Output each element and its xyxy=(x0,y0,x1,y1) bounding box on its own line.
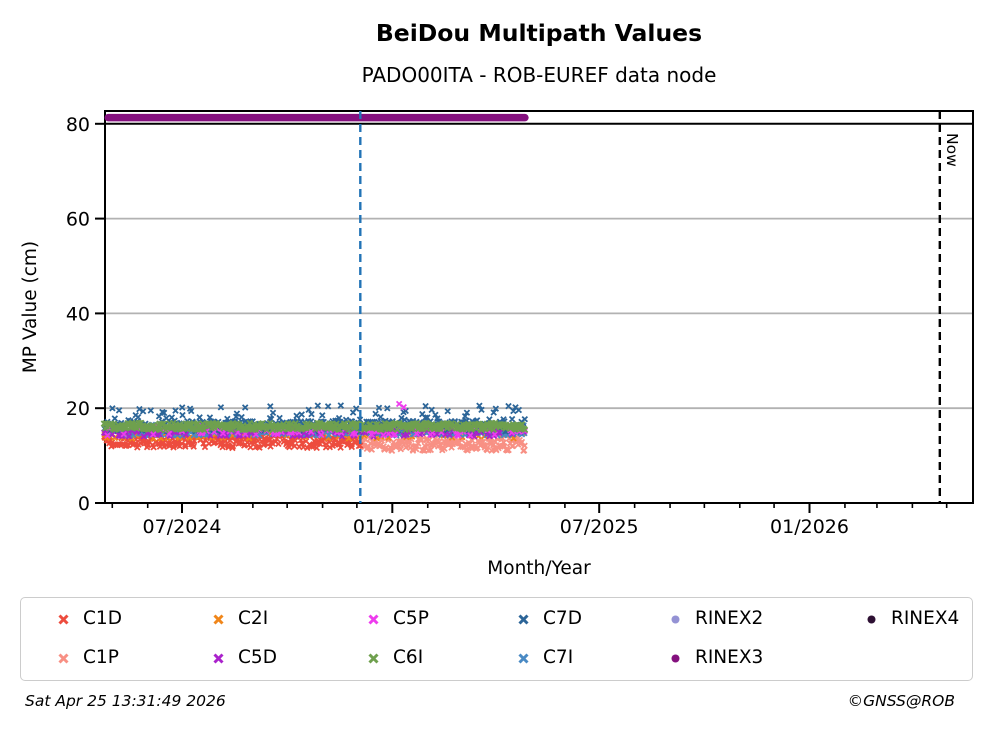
legend-label: RINEX3 xyxy=(695,647,764,669)
legend-item-c7i: C7I xyxy=(517,649,669,668)
copyright-notice: ©GNSS@ROB xyxy=(847,692,955,710)
now-line-label: Now xyxy=(943,133,961,167)
x-tick-label: 07/2025 xyxy=(560,516,639,538)
x-tick-label: 07/2024 xyxy=(143,516,222,538)
legend-label: C1P xyxy=(83,647,119,669)
legend: C1D C1P C2I C5D C5P C6I C7D C7I RINEX2 RINEX3 RINE… xyxy=(20,597,973,681)
series-c6i xyxy=(100,419,529,434)
legend-item-c2i: C2I xyxy=(212,610,367,629)
legend-item-rinex2: RINEX2 xyxy=(669,610,865,629)
cross-marker-icon xyxy=(213,653,224,664)
legend-label: C7I xyxy=(543,647,574,669)
y-axis-label: MP Value (cm) xyxy=(20,241,41,373)
legend-label: C5D xyxy=(238,647,277,669)
legend-item-c7d: C7D xyxy=(517,610,669,629)
cross-marker-icon xyxy=(368,653,379,664)
legend-item-c1p: C1P xyxy=(57,649,212,668)
legend-label: C2I xyxy=(238,608,269,630)
cross-marker-icon xyxy=(58,614,69,625)
cross-marker-icon xyxy=(368,614,379,625)
legend-label: C7D xyxy=(543,608,582,630)
cross-marker-icon xyxy=(58,653,69,664)
y-tick-label: 20 xyxy=(66,398,90,420)
chart-title: BeiDou Multipath Values xyxy=(376,19,702,47)
x-tick-label: 01/2026 xyxy=(770,516,849,538)
legend-label: C6I xyxy=(393,647,424,669)
cross-marker-icon xyxy=(213,614,224,625)
x-axis-label: Month/Year xyxy=(487,558,591,579)
dot-marker-icon xyxy=(671,654,680,663)
y-tick-label: 0 xyxy=(78,493,90,515)
dot-marker-icon xyxy=(671,615,680,624)
cross-marker-icon xyxy=(518,653,529,664)
dot-marker-icon xyxy=(867,615,876,624)
cross-marker-icon xyxy=(518,614,529,625)
legend-label: C5P xyxy=(393,608,429,630)
y-tick-label: 80 xyxy=(66,114,90,136)
legend-item-c5p: C5P xyxy=(367,610,517,629)
legend-label: C1D xyxy=(83,608,122,630)
legend-item-c6i: C6I xyxy=(367,649,517,668)
legend-label: RINEX2 xyxy=(695,608,764,630)
plot-area: 0 20 40 60 80 07/2024 01/2025 07/2025 01/2026 Now xyxy=(66,110,974,538)
legend-item-rinex3: RINEX3 xyxy=(669,649,865,668)
legend-label: RINEX4 xyxy=(891,608,960,630)
y-tick-label: 60 xyxy=(66,209,90,231)
legend-item-rinex4: RINEX4 xyxy=(865,610,972,629)
plot-frame xyxy=(104,110,974,504)
chart-subtitle: PADO00ITA - ROB-EUREF data node xyxy=(362,63,717,87)
legend-item-c1d: C1D xyxy=(57,610,212,629)
plot-timestamp: Sat Apr 25 13:31:49 2026 xyxy=(25,692,226,710)
legend-item-c5d: C5D xyxy=(212,649,367,668)
y-tick-label: 40 xyxy=(66,303,90,325)
x-tick-label: 01/2025 xyxy=(353,516,432,538)
multipath-chart: BeiDou Multipath Values PADO00ITA - ROB-… xyxy=(20,19,974,579)
